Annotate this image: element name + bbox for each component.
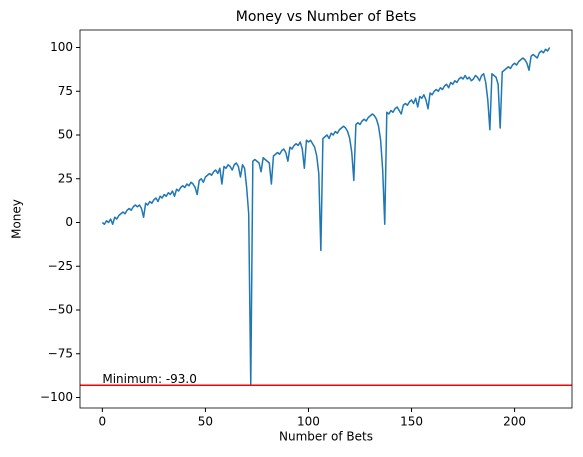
chart-title: Money vs Number of Bets [236, 9, 417, 25]
line [101, 47, 551, 386]
x-tick-label: 150 [400, 415, 423, 429]
y-tick-label: −75 [48, 346, 73, 360]
plot-frame [79, 29, 573, 409]
x-tick-label: 100 [297, 415, 320, 429]
y-tick-label: 75 [58, 84, 73, 98]
x-tick-label: 200 [503, 415, 526, 429]
y-tick-label: 100 [50, 40, 73, 54]
y-tick-label: 50 [58, 128, 73, 142]
y-axis-label: Money [10, 199, 24, 239]
x-tick-label: 0 [99, 415, 107, 429]
y-tick-label: −50 [48, 303, 73, 317]
y-tick-label: 0 [65, 215, 73, 229]
x-tick-label: 50 [198, 415, 213, 429]
y-tick-label: −25 [48, 259, 73, 273]
y-tick-label: 25 [58, 171, 73, 185]
annotation: Minimum: -93.0 [102, 372, 197, 386]
x-axis-label: Number of Bets [279, 430, 373, 444]
y-tick-label: −100 [40, 390, 73, 404]
